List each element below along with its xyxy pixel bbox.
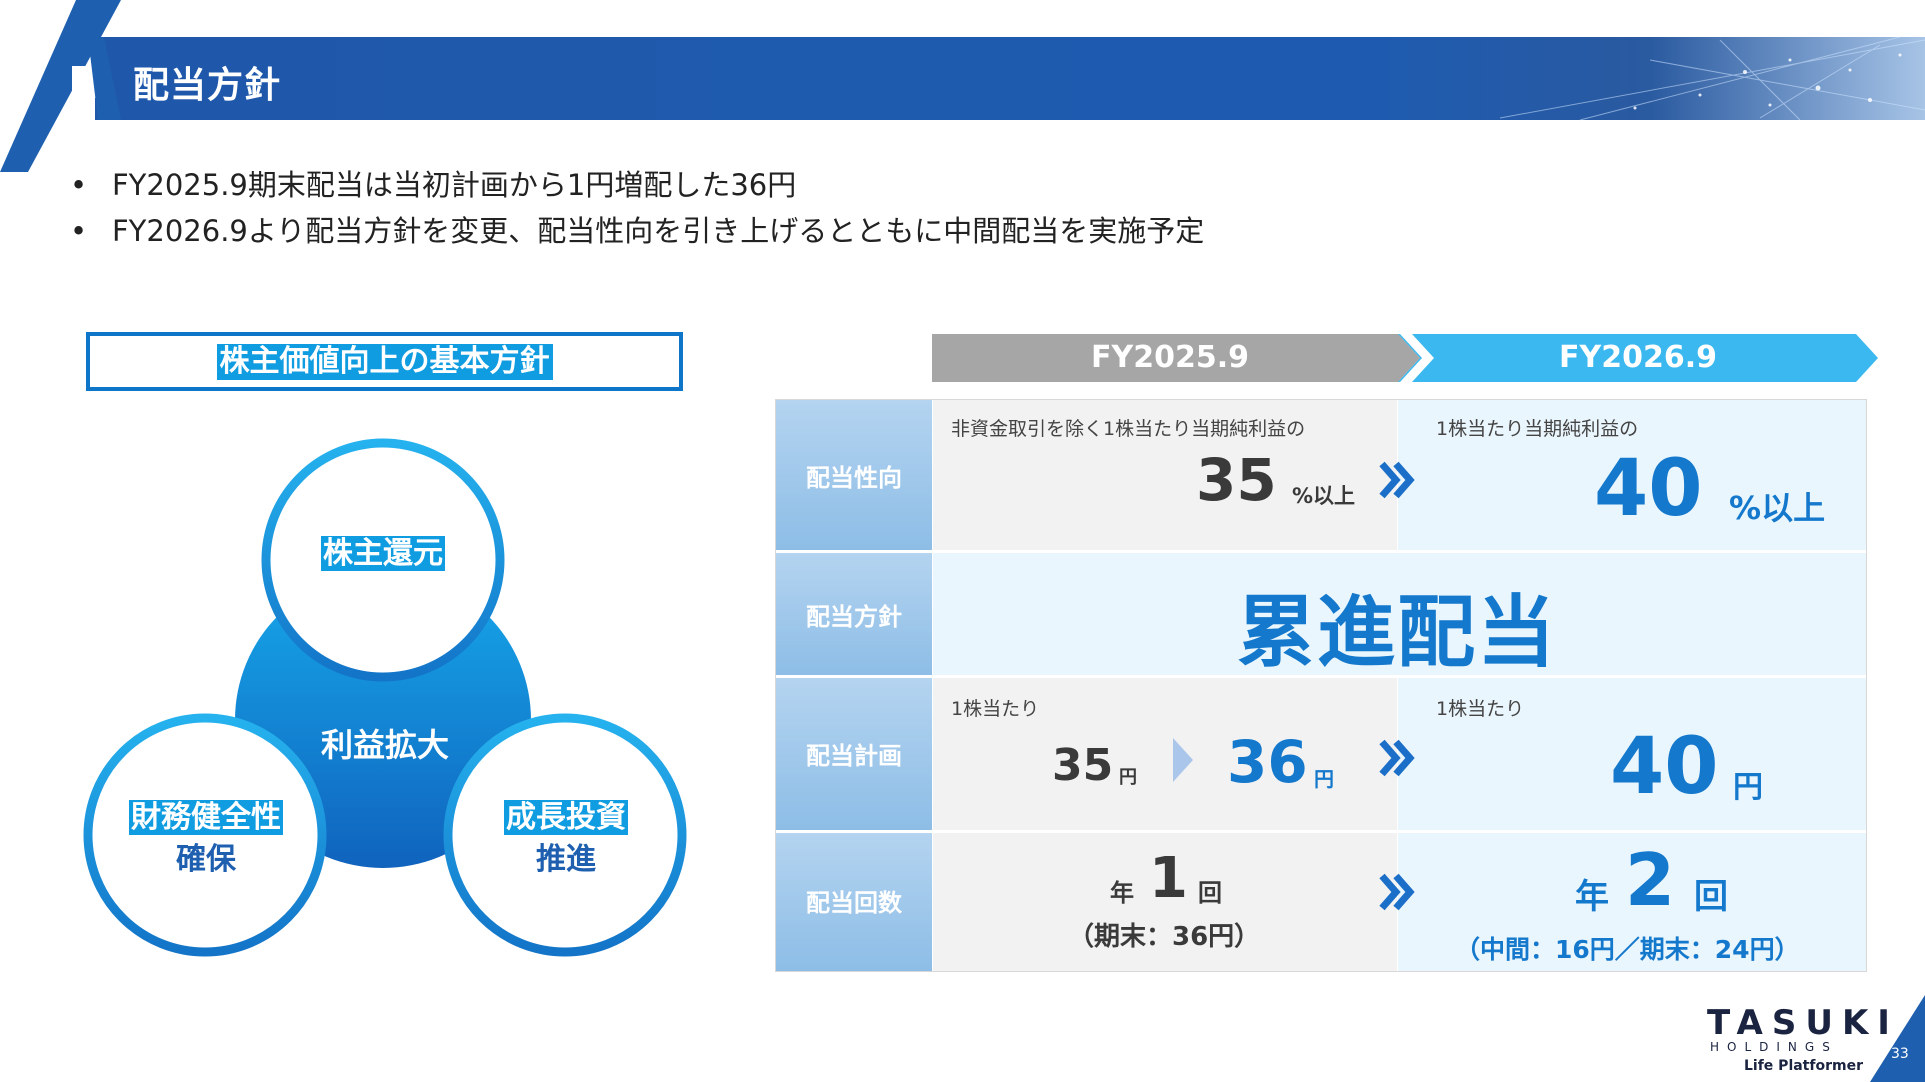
company-tagline: Life Platformer xyxy=(1744,1058,1863,1074)
payout-fy2026-unit: %以上 xyxy=(1729,489,1826,527)
plan-fy2025-note: 1株当たり xyxy=(951,698,1040,720)
year-label-fy2025: FY2025.9 xyxy=(1091,340,1249,375)
circle-label-right: 成長投資 推進 xyxy=(466,797,666,881)
payout-fy2025-value: 35 xyxy=(1196,446,1277,514)
bullet-list: • FY2025.9期末配当は当初計画から1円増配した36円 • FY2026.… xyxy=(70,162,1204,254)
plan-fy2025-from-unit: 円 xyxy=(1119,767,1137,788)
bullet-item: • FY2025.9期末配当は当初計画から1円増配した36円 xyxy=(70,162,1204,208)
bullet-text: FY2025.9期末配当は当初計画から1円増配した36円 xyxy=(112,168,797,202)
bullet-item: • FY2026.9より配当方針を変更、配当性向を引き上げるとともに中間配当を実… xyxy=(70,208,1204,254)
count-fy2026-unit: 回 xyxy=(1694,877,1728,917)
core-label: 利益拡大 xyxy=(320,726,449,764)
count-fy2025-detail: （期末：36円） xyxy=(1068,922,1261,952)
payout-fy2025-note: 非資金取引を除く1株当たり当期純利益の xyxy=(951,418,1306,440)
row-head-count: 配当回数 xyxy=(806,889,902,917)
plan-fy2026-unit: 円 xyxy=(1733,770,1763,805)
circle-label-right-line2: 推進 xyxy=(536,842,596,877)
footer-corner xyxy=(1870,995,1925,1082)
header-band xyxy=(0,0,1925,172)
row-head-policy: 配当方針 xyxy=(806,603,902,631)
row-head-plan: 配当計画 xyxy=(806,742,902,770)
plan-fy2025-from: 35 xyxy=(1052,740,1114,791)
dividend-table-bg xyxy=(775,334,1878,972)
plan-fy2025-to-unit: 円 xyxy=(1314,767,1334,791)
count-fy2025-unit: 回 xyxy=(1198,879,1222,907)
circle-label-top: 株主還元 xyxy=(283,533,483,575)
double-chevron-right-icon xyxy=(1379,873,1415,911)
policy-title-box: 株主価値向上の基本方針 xyxy=(86,332,683,391)
double-chevron-right-icon xyxy=(1379,461,1415,499)
circle-label-left-line1: 財務健全性 xyxy=(129,800,283,835)
count-fy2026-prefix: 年 xyxy=(1575,877,1609,917)
count-fy2025-prefix: 年 xyxy=(1110,879,1134,907)
payout-fy2026-note: 1株当たり当期純利益の xyxy=(1436,418,1639,440)
year-band-fy2026 xyxy=(1398,334,1878,382)
page-number: 33 xyxy=(1891,1046,1909,1062)
circle-label-top-line: 株主還元 xyxy=(321,536,445,571)
count-fy2026-value: 2 xyxy=(1625,838,1676,922)
policy-diagram xyxy=(83,438,687,957)
policy-value: 累進配当 xyxy=(1237,588,1558,678)
company-logo: TASUKI xyxy=(1707,1003,1899,1043)
bullet-marker: • xyxy=(70,214,88,248)
policy-title: 株主価値向上の基本方針 xyxy=(216,343,553,380)
page-title: 配当方針 xyxy=(133,65,282,106)
left-circle xyxy=(83,713,327,957)
plan-fy2026-value: 40 xyxy=(1610,722,1719,812)
payout-fy2026-value: 40 xyxy=(1594,444,1703,534)
circle-label-left: 財務健全性 確保 xyxy=(106,797,306,881)
company-logo-sub: HOLDINGS xyxy=(1710,1040,1838,1054)
bullet-marker: • xyxy=(70,168,88,202)
payout-fy2025-unit: %以上 xyxy=(1292,484,1356,508)
year-label-fy2026: FY2026.9 xyxy=(1559,340,1717,375)
circle-label-right-line1: 成長投資 xyxy=(504,800,628,835)
bullet-text: FY2026.9より配当方針を変更、配当性向を引き上げるとともに中間配当を実施予… xyxy=(112,214,1205,248)
plan-fy2026-note: 1株当たり xyxy=(1436,698,1525,720)
right-circle xyxy=(443,713,687,957)
arrow-right-icon xyxy=(1173,738,1193,782)
count-fy2026-detail: （中間：16円／期末：24円） xyxy=(1455,935,1800,964)
plan-fy2025-to: 36 xyxy=(1227,728,1308,796)
count-fy2025-value: 1 xyxy=(1149,846,1188,911)
double-chevron-right-icon xyxy=(1379,739,1415,777)
year-band-fy2025 xyxy=(932,334,1420,382)
circle-label-left-line2: 確保 xyxy=(176,842,236,877)
row-head-payout: 配当性向 xyxy=(806,464,902,492)
